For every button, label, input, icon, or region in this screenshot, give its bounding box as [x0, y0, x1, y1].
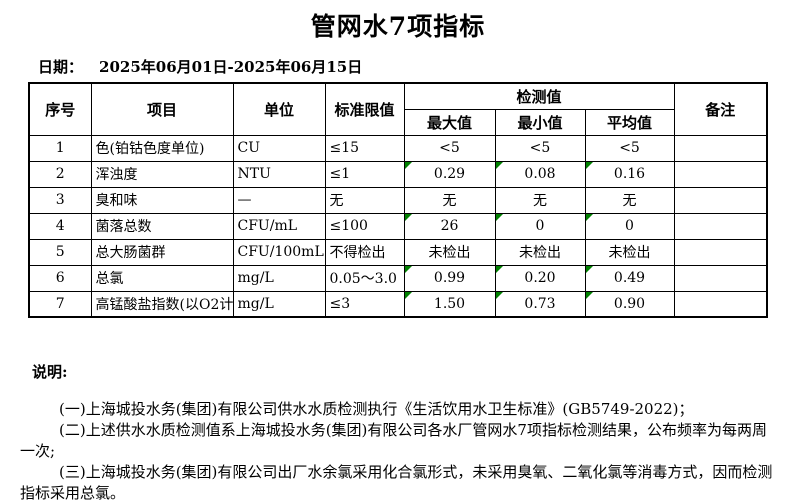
cell-corner-flag-icon: [496, 292, 503, 299]
header-item: 项目: [90, 82, 234, 136]
cell-remark: [673, 212, 768, 240]
cell-unit: mg/L: [232, 290, 326, 318]
cell-min: 0: [494, 212, 586, 240]
cell-corner-flag-icon: [586, 162, 593, 169]
cell-min: 0.73: [494, 290, 586, 318]
cell-max: 未检出: [403, 238, 496, 266]
header-detection: 检测值: [403, 82, 675, 110]
cell-item: 菌落总数: [90, 212, 234, 240]
cell-corner-flag-icon: [586, 214, 593, 221]
cell-corner-flag-icon: [405, 162, 412, 169]
table-row: 5 总大肠菌群 CFU/100mL 不得检出 未检出 未检出 未检出: [28, 238, 768, 266]
cell-remark: [673, 238, 768, 266]
cell-corner-flag-icon: [496, 214, 503, 221]
cell-no: 1: [28, 134, 92, 162]
cell-unit: CFU/mL: [232, 212, 326, 240]
cell-unit: —: [232, 186, 326, 214]
header-max: 最大值: [403, 108, 496, 136]
cell-item: 高锰酸盐指数(以O2计): [90, 290, 234, 318]
cell-item: 总氯: [90, 264, 234, 292]
header-min: 最小值: [494, 108, 586, 136]
cell-min: 无: [494, 186, 586, 214]
table-header-row: 序号 项目 单位 标准限值 检测值 备注: [28, 82, 768, 136]
header-no: 序号: [28, 82, 92, 136]
cell-avg: 0.90: [584, 290, 675, 318]
cell-no: 2: [28, 160, 92, 188]
cell-min: 0.20: [494, 264, 586, 292]
table-row: 6 总氯 mg/L 0.05～3.0 0.99 0.20 0.49: [28, 264, 768, 292]
table-subheader-row: 最大值 最小值 平均值: [29, 108, 767, 136]
header-remark: 备注: [673, 82, 768, 136]
header-unit: 单位: [232, 82, 326, 136]
table-row: 4 菌落总数 CFU/mL ≤100 26 0 0: [28, 212, 768, 240]
cell-remark: [673, 186, 768, 214]
cell-avg: 0.49: [584, 264, 675, 292]
cell-avg: 0.16: [584, 160, 675, 188]
cell-unit: NTU: [232, 160, 326, 188]
cell-unit: CFU/100mL: [232, 238, 326, 266]
cell-corner-flag-icon: [586, 292, 593, 299]
cell-min: 未检出: [494, 238, 586, 266]
cell-limit: 无: [324, 186, 405, 214]
cell-avg: 0: [584, 212, 675, 240]
cell-max: 1.50: [403, 290, 496, 318]
indicators-table: 序号 项目 单位 标准限值 检测值 备注 最大值 最小值 平均值 1 色(铂钴色…: [28, 82, 769, 318]
cell-limit: ≤1: [324, 160, 405, 188]
cell-max: 0.99: [403, 264, 496, 292]
cell-item: 总大肠菌群: [90, 238, 234, 266]
table-row: 2 浑浊度 NTU ≤1 0.29 0.08 0.16: [28, 160, 768, 188]
cell-max: 0.29: [403, 160, 496, 188]
cell-no: 5: [28, 238, 92, 266]
date-line: 日期： 2025年06月01日-2025年06月15日: [38, 56, 796, 77]
cell-item: 臭和味: [90, 186, 234, 214]
cell-max: 无: [403, 186, 496, 214]
header-avg: 平均值: [584, 108, 675, 136]
cell-remark: [673, 290, 768, 318]
cell-remark: [673, 134, 768, 162]
cell-corner-flag-icon: [405, 266, 412, 273]
table-row: 1 色(铂钴色度单位) CU ≤15 <5 <5 <5: [28, 134, 768, 162]
cell-no: 3: [28, 186, 92, 214]
notes-heading: 说明:: [32, 363, 68, 381]
cell-avg: <5: [584, 134, 675, 162]
table-row: 3 臭和味 — 无 无 无 无: [28, 186, 768, 214]
note-item: (三)上海城投水务(集团)有限公司出厂水余氯采用化合氯形式，未采用臭氧、二氧化氯…: [20, 463, 773, 501]
cell-limit: ≤3: [324, 290, 405, 318]
cell-corner-flag-icon: [586, 266, 593, 273]
cell-item: 浑浊度: [90, 160, 234, 188]
cell-limit: 不得检出: [324, 238, 405, 266]
cell-limit: 0.05～3.0: [324, 264, 405, 292]
cell-max: <5: [403, 134, 496, 162]
header-limit: 标准限值: [324, 82, 405, 136]
cell-no: 6: [28, 264, 92, 292]
cell-item: 色(铂钴色度单位): [90, 134, 234, 162]
note-item: (一)上海城投水务(集团)有限公司供水水质检测执行《生活饮用水卫生标准》(GB5…: [59, 400, 694, 418]
cell-max: 26: [403, 212, 496, 240]
notes-section: 说明: (一)上海城投水务(集团)有限公司供水水质检测执行《生活饮用水卫生标准》…: [20, 362, 778, 501]
cell-no: 4: [28, 212, 92, 240]
cell-corner-flag-icon: [405, 214, 412, 221]
cell-corner-flag-icon: [496, 162, 503, 169]
cell-min: <5: [494, 134, 586, 162]
cell-limit: ≤15: [324, 134, 405, 162]
cell-no: 7: [28, 290, 92, 318]
cell-remark: [673, 264, 768, 292]
cell-unit: CU: [232, 134, 326, 162]
cell-min: 0.08: [494, 160, 586, 188]
cell-corner-flag-icon: [496, 266, 503, 273]
cell-remark: [673, 160, 768, 188]
date-label: 日期：: [38, 58, 84, 76]
cell-avg: 无: [584, 186, 675, 214]
cell-avg: 未检出: [584, 238, 675, 266]
cell-limit: ≤100: [324, 212, 405, 240]
note-item: (二)上述供水水质检测值系上海城投水务(集团)有限公司各水厂管网水7项指标检测结…: [20, 421, 767, 460]
cell-unit: mg/L: [232, 264, 326, 292]
table-row: 7 高锰酸盐指数(以O2计) mg/L ≤3 1.50 0.73 0.90: [28, 290, 768, 318]
date-value: 2025年06月01日-2025年06月15日: [99, 58, 363, 76]
cell-corner-flag-icon: [405, 292, 412, 299]
page-title: 管网水7项指标: [310, 12, 486, 41]
